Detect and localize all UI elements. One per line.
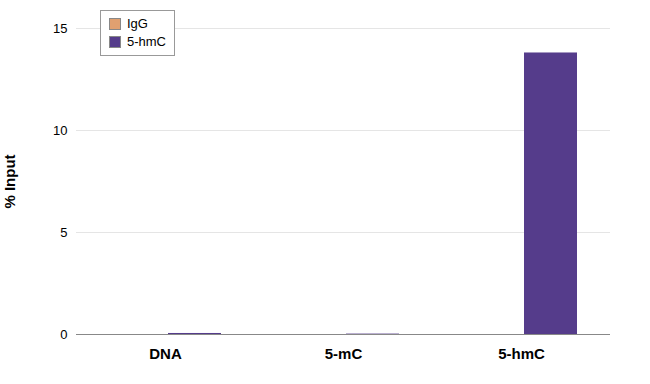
svg-text:5: 5	[60, 225, 67, 240]
html-text:5-hmC: 5-hmC	[127, 34, 166, 49]
svg-text:5-mC: 5-mC	[325, 345, 363, 362]
svg-text:10: 10	[53, 123, 67, 138]
svg-text:15: 15	[53, 21, 67, 36]
svg-text:0: 0	[60, 327, 67, 342]
svg-text:DNA: DNA	[149, 345, 182, 362]
svg-text:% Input: % Input	[1, 154, 18, 208]
html-text:IgG: IgG	[127, 16, 148, 31]
svg-text:5-hmC: 5-hmC	[498, 345, 545, 362]
